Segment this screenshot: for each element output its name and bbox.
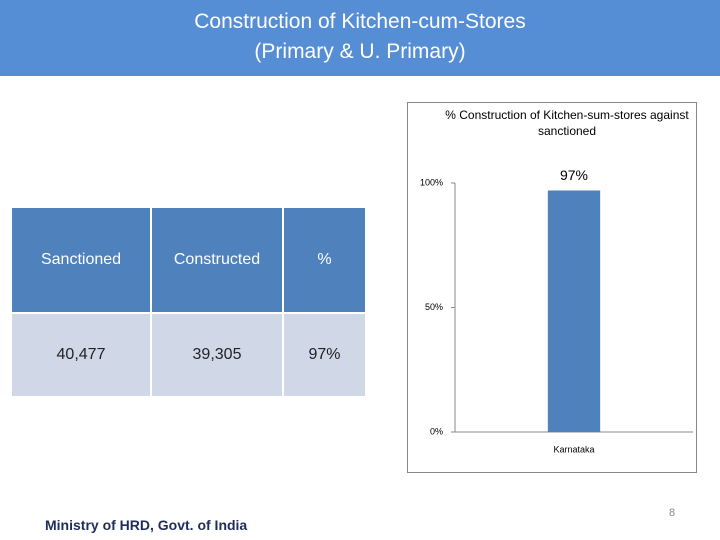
chart-frame bbox=[407, 102, 697, 473]
column-header: Constructed bbox=[152, 208, 282, 312]
page-number: 8 bbox=[669, 507, 676, 519]
data-table: Sanctioned Constructed % 40,477 39,305 9… bbox=[10, 206, 367, 398]
y-tick-label: 100% bbox=[420, 177, 443, 187]
chart-title: % Construction of Kitchen-sum-stores aga… bbox=[445, 108, 689, 138]
column-header: % bbox=[284, 208, 365, 312]
bar bbox=[547, 190, 601, 432]
table-cell: 40,477 bbox=[12, 314, 150, 396]
data-label: 97% bbox=[560, 167, 588, 183]
column-header: Sanctioned bbox=[12, 208, 150, 312]
table-cell: 97% bbox=[284, 314, 365, 396]
title-bar: Construction of Kitchen-cum-Stores (Prim… bbox=[0, 0, 720, 76]
y-tick-label: 50% bbox=[425, 302, 443, 312]
y-tick-label: 0% bbox=[430, 426, 443, 436]
x-tick-label: Karnataka bbox=[553, 444, 594, 454]
title-line: Construction of Kitchen-cum-Stores bbox=[194, 10, 526, 33]
table-cell: 39,305 bbox=[152, 314, 282, 396]
source-note: Ministry of HRD, Govt. of India bbox=[45, 517, 248, 533]
title-line: (Primary & U. Primary) bbox=[254, 40, 466, 63]
